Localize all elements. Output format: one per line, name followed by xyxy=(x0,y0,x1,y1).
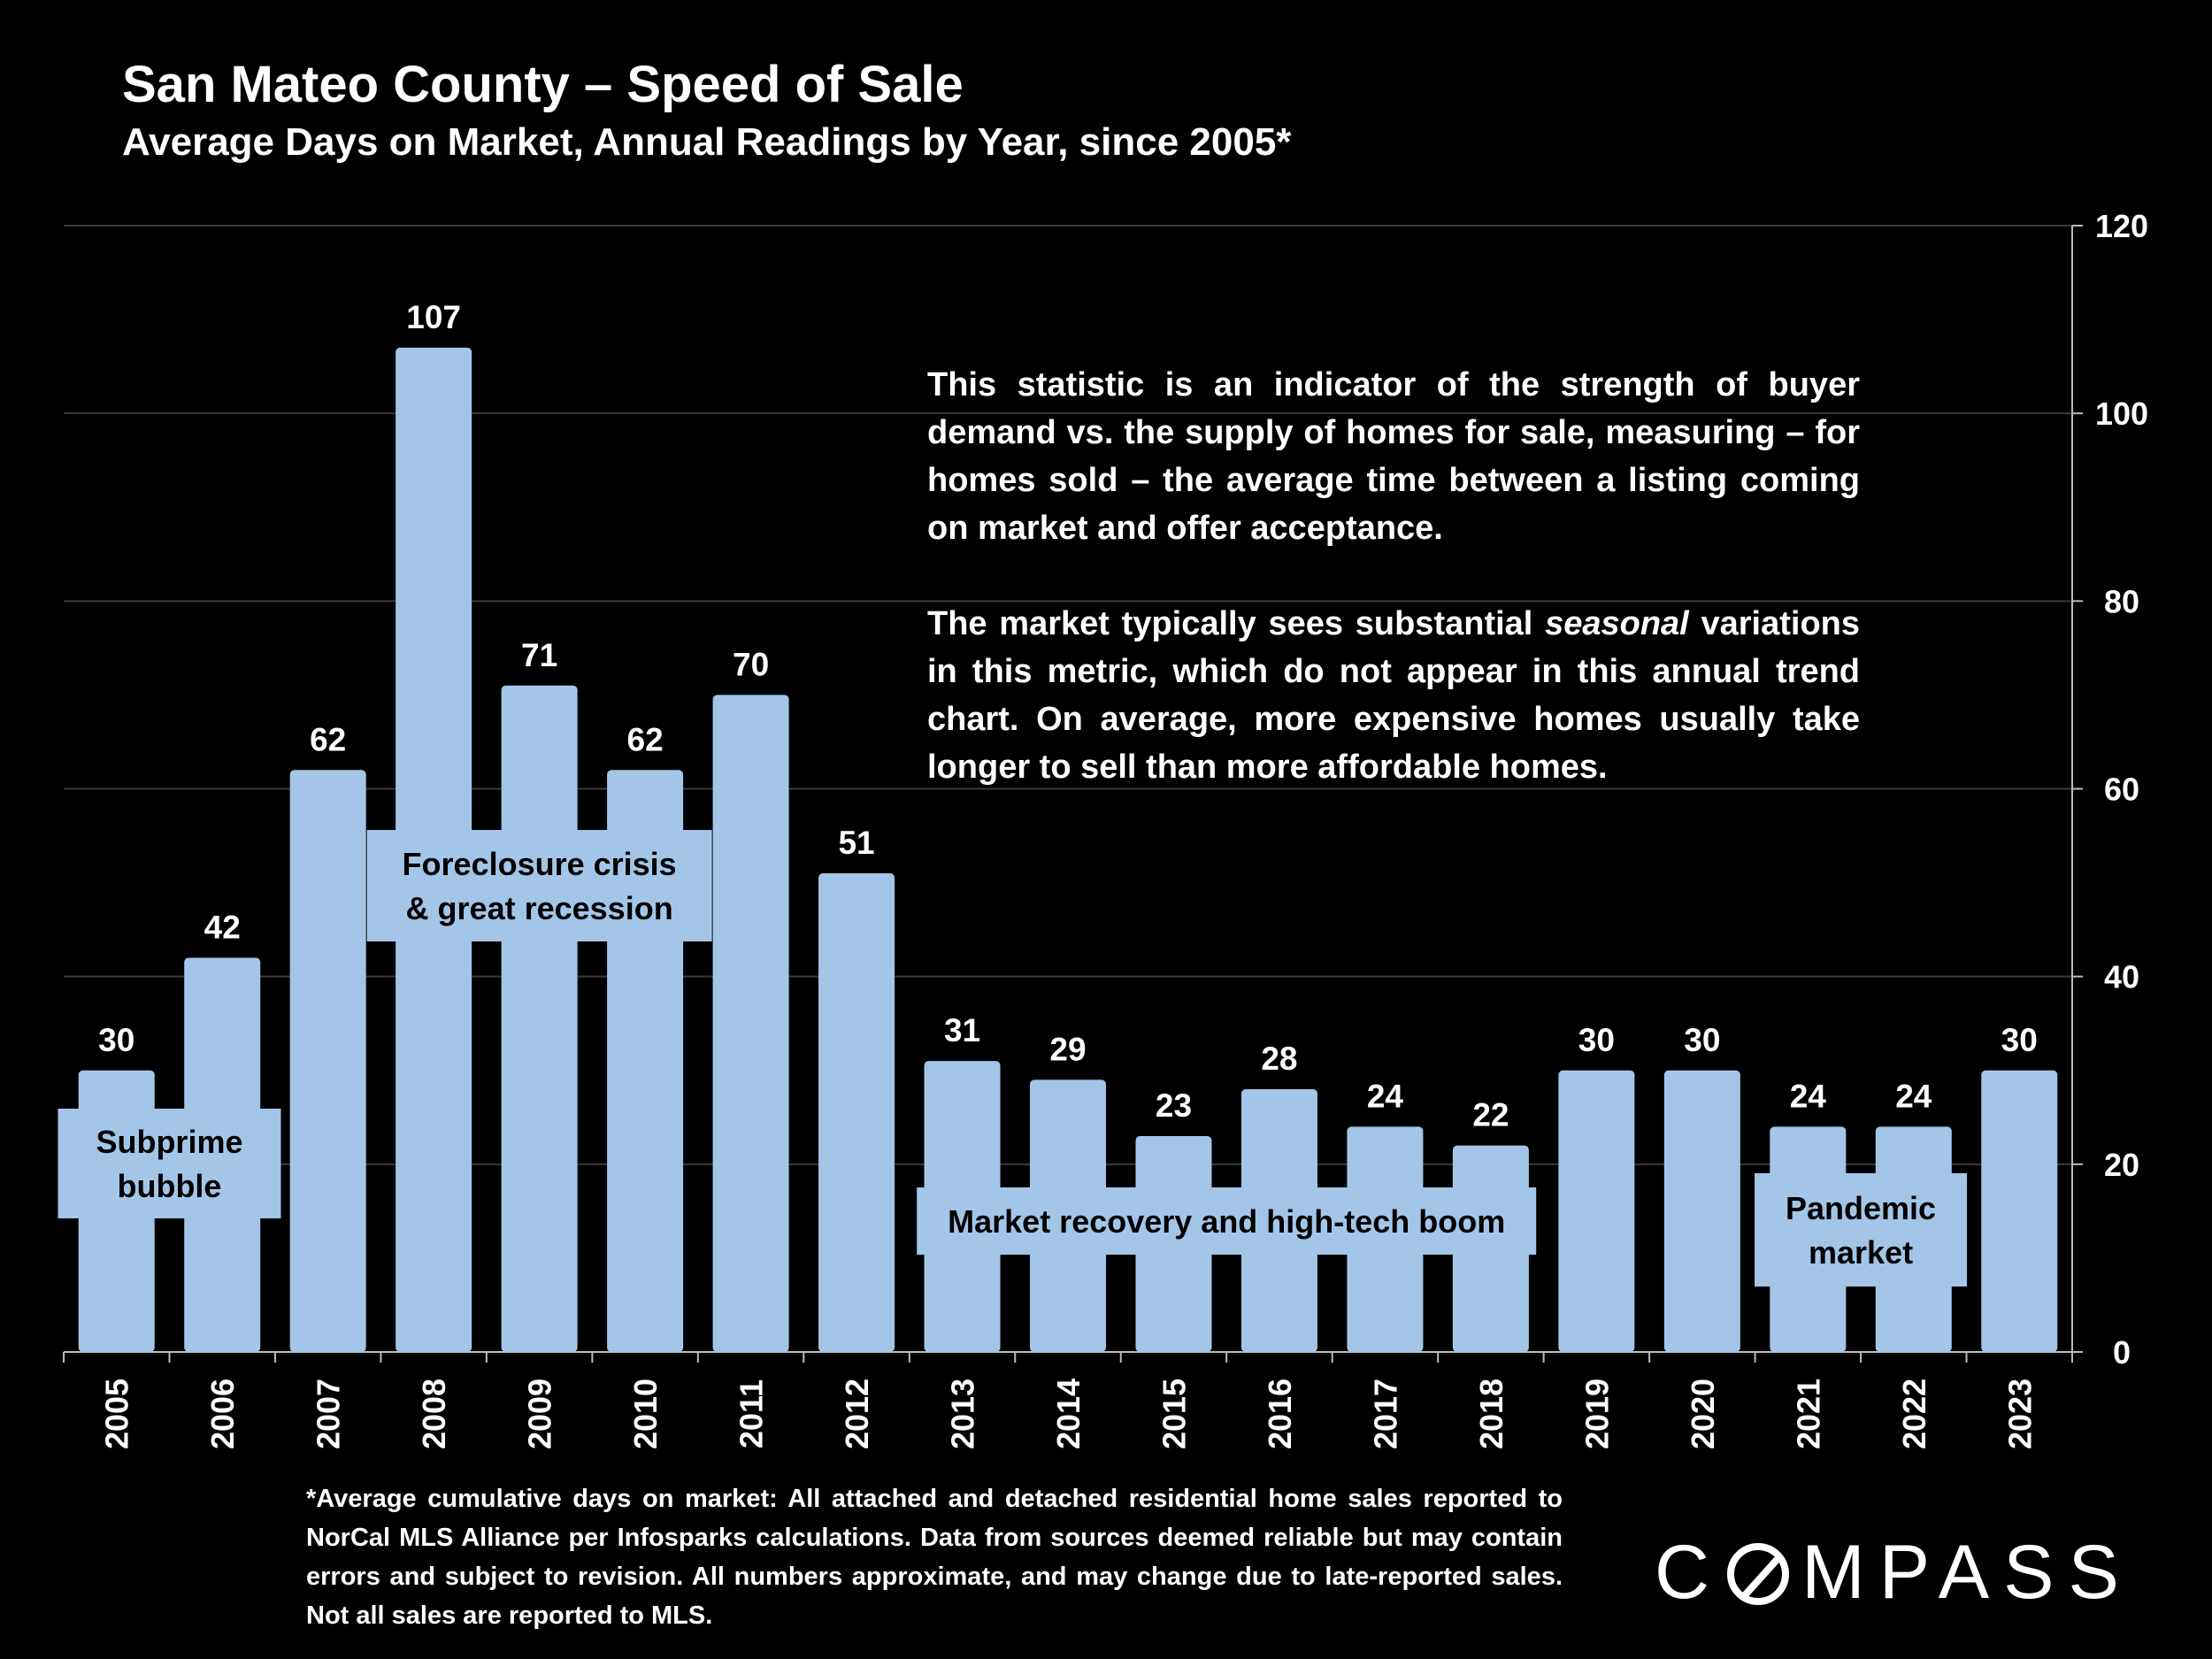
x-tick-label-2020: 2020 xyxy=(1685,1379,1721,1449)
x-tick-label-2011: 2011 xyxy=(733,1379,770,1448)
y-tick-label: 40 xyxy=(2104,959,2139,995)
data-label-2019: 30 xyxy=(1578,1022,1615,1058)
data-label-2015: 23 xyxy=(1156,1087,1192,1124)
data-label-2020: 30 xyxy=(1684,1022,1720,1058)
y-tick-label: 20 xyxy=(2104,1147,2139,1183)
footnote: *Average cumulative days on market: All … xyxy=(306,1485,1563,1630)
y-tick-label: 60 xyxy=(2104,772,2139,808)
bar-2023 xyxy=(1981,1070,2058,1352)
x-tick-label-2007: 2007 xyxy=(311,1379,347,1449)
x-tick-label-2018: 2018 xyxy=(1473,1379,1509,1449)
annotation-label: Subprime xyxy=(96,1124,242,1160)
data-label-2012: 51 xyxy=(838,825,874,861)
data-label-2022: 24 xyxy=(1895,1078,1932,1114)
explanation-note: This statistic is an indicator of the st… xyxy=(927,361,1860,839)
annotation-box xyxy=(1755,1173,1968,1286)
x-tick-label-2008: 2008 xyxy=(416,1379,452,1449)
annotation-label: Pandemic xyxy=(1786,1190,1936,1226)
annotation-box xyxy=(366,830,712,941)
bar-2019 xyxy=(1558,1070,1635,1352)
data-label-2017: 24 xyxy=(1367,1078,1404,1114)
x-tick-label-2015: 2015 xyxy=(1156,1379,1192,1449)
bar-2011 xyxy=(712,695,789,1352)
annotation-label: Foreclosure crisis xyxy=(403,846,677,882)
x-tick-label-2019: 2019 xyxy=(1578,1379,1615,1449)
data-label-2014: 29 xyxy=(1049,1031,1086,1067)
data-label-2016: 28 xyxy=(1261,1041,1297,1077)
data-label-2021: 24 xyxy=(1790,1078,1827,1114)
note-paragraph-2: The market typically sees substantial se… xyxy=(927,605,1861,786)
annotation-box xyxy=(917,1187,1537,1255)
x-tick-label-2023: 2023 xyxy=(2001,1379,2038,1449)
x-tick-label-2013: 2013 xyxy=(945,1379,981,1449)
bar-2007 xyxy=(289,770,366,1352)
bar-2009 xyxy=(501,685,578,1352)
y-tick-label: 120 xyxy=(2095,208,2148,244)
x-tick-label-2021: 2021 xyxy=(1790,1379,1826,1449)
chart-subtitle: Average Days on Market, Annual Readings … xyxy=(122,120,1292,164)
x-tick-label-2017: 2017 xyxy=(1367,1379,1403,1449)
x-tick-label-2009: 2009 xyxy=(522,1379,558,1449)
x-tick-label-2005: 2005 xyxy=(99,1379,135,1449)
x-tick-label-2022: 2022 xyxy=(1896,1379,1932,1449)
data-label-2018: 22 xyxy=(1472,1097,1509,1133)
x-tick-label-2006: 2006 xyxy=(204,1379,241,1449)
chart-title: San Mateo County – Speed of Sale xyxy=(122,56,964,113)
annotation-label: market xyxy=(1809,1234,1913,1271)
data-label-2023: 30 xyxy=(2001,1022,2038,1058)
seasonal-emphasis: seasonal xyxy=(1545,605,1689,642)
data-label-2010: 62 xyxy=(627,721,664,757)
annotation-label: & great recession xyxy=(406,890,673,926)
x-tick-label-2010: 2010 xyxy=(627,1379,664,1449)
compass-logo: C MPASS xyxy=(1655,1530,2133,1615)
bar-2012 xyxy=(818,872,895,1352)
note-paragraph-1: This statistic is an indicator of the st… xyxy=(927,366,1860,547)
annotation-box xyxy=(58,1109,281,1218)
data-label-2008: 107 xyxy=(406,299,461,335)
x-tick-label-2014: 2014 xyxy=(1050,1379,1087,1449)
x-tick-label-2016: 2016 xyxy=(1262,1379,1298,1449)
y-tick-label: 100 xyxy=(2095,396,2148,432)
data-label-2009: 71 xyxy=(521,637,557,673)
data-label-2011: 70 xyxy=(733,646,769,682)
bar-2020 xyxy=(1663,1070,1740,1352)
data-label-2007: 62 xyxy=(310,721,346,757)
y-tick-label: 80 xyxy=(2104,583,2139,619)
annotation-label: Market recovery and high-tech boom xyxy=(948,1203,1505,1240)
y-tick-label: 0 xyxy=(2113,1334,2131,1371)
data-label-2006: 42 xyxy=(204,909,241,945)
x-tick-label-2012: 2012 xyxy=(839,1379,875,1449)
data-label-2013: 31 xyxy=(944,1012,980,1048)
annotation-label: bubble xyxy=(117,1168,221,1204)
compass-o-icon xyxy=(1727,1543,1790,1605)
data-label-2005: 30 xyxy=(98,1022,134,1058)
